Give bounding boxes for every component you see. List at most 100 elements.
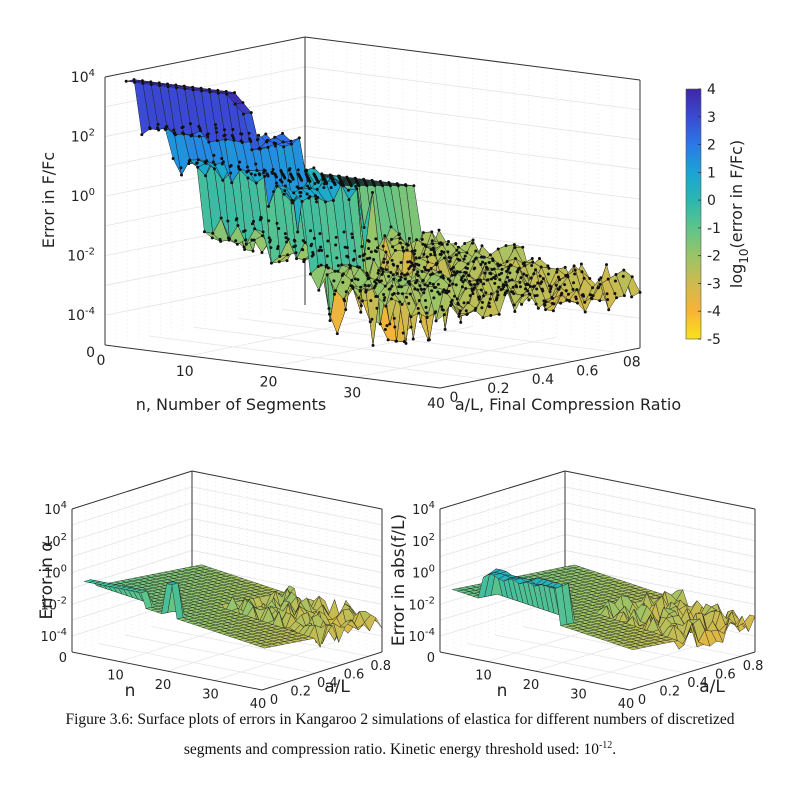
data-point xyxy=(370,191,374,195)
data-point xyxy=(362,225,366,229)
data-point xyxy=(548,290,552,294)
data-point xyxy=(334,235,338,239)
data-point xyxy=(607,308,611,312)
data-point xyxy=(212,167,216,171)
data-point xyxy=(233,91,237,95)
data-point xyxy=(504,283,508,287)
data-point xyxy=(281,131,285,135)
data-point xyxy=(559,301,563,305)
data-point xyxy=(428,281,432,285)
data-point xyxy=(427,338,431,342)
data-point xyxy=(235,217,239,221)
y-axis-title: a/L xyxy=(699,677,725,697)
data-point xyxy=(369,250,373,254)
data-point xyxy=(458,258,462,262)
top-right-edge xyxy=(564,470,756,510)
data-point xyxy=(415,272,419,276)
data-point xyxy=(393,248,397,252)
x-tick-label: 40 xyxy=(618,697,635,712)
data-point xyxy=(518,285,522,289)
data-point xyxy=(291,177,295,181)
data-point xyxy=(380,273,384,277)
data-point xyxy=(415,238,419,242)
data-point xyxy=(320,174,324,178)
data-point xyxy=(174,86,178,90)
y-tick-label: 0 xyxy=(450,390,459,406)
data-point xyxy=(505,259,509,263)
data-point xyxy=(388,322,392,326)
data-point xyxy=(544,300,548,304)
data-point xyxy=(312,236,316,240)
data-point xyxy=(301,248,305,252)
data-point xyxy=(244,238,248,242)
data-point xyxy=(436,290,440,294)
data-point xyxy=(450,273,454,277)
data-point xyxy=(259,216,263,220)
data-point xyxy=(465,266,469,270)
data-point xyxy=(543,303,547,307)
data-point xyxy=(505,269,509,273)
data-point xyxy=(422,265,426,269)
data-point xyxy=(487,301,491,305)
data-point xyxy=(276,244,280,248)
data-point xyxy=(440,242,444,246)
data-point xyxy=(214,126,218,130)
data-point xyxy=(583,300,587,304)
data-point xyxy=(506,267,510,271)
data-point xyxy=(536,306,540,310)
data-point xyxy=(252,238,256,242)
data-point xyxy=(375,278,379,282)
data-point xyxy=(426,260,430,264)
data-point xyxy=(606,298,610,302)
data-point xyxy=(531,260,535,264)
data-point xyxy=(307,187,311,191)
data-point xyxy=(373,184,377,188)
data-point xyxy=(359,285,363,289)
data-point xyxy=(386,260,390,264)
data-point xyxy=(374,237,378,241)
floor-gridline xyxy=(495,634,686,674)
data-point xyxy=(292,191,296,195)
data-point xyxy=(579,262,583,266)
data-point xyxy=(334,289,338,293)
data-point xyxy=(417,256,421,260)
data-point xyxy=(364,288,368,292)
data-point xyxy=(489,277,493,281)
z-tick-label: 10-2 xyxy=(67,247,95,265)
data-point xyxy=(434,285,438,289)
data-point xyxy=(526,283,530,287)
data-point xyxy=(515,285,519,289)
data-point xyxy=(483,262,487,266)
data-point xyxy=(449,256,453,260)
x-tick-label: 30 xyxy=(570,688,587,703)
data-point xyxy=(198,129,202,133)
colorbar-tick-label: 4 xyxy=(707,82,716,98)
data-point xyxy=(182,132,186,136)
surface-face xyxy=(258,644,272,649)
data-point xyxy=(254,162,258,166)
y-axis-line xyxy=(261,651,383,691)
data-point xyxy=(355,187,359,191)
data-point xyxy=(404,184,408,188)
y-tick-label: 0.6 xyxy=(576,363,598,379)
data-point xyxy=(429,252,433,256)
data-point xyxy=(614,273,618,277)
data-point xyxy=(332,292,336,296)
data-point xyxy=(440,305,444,309)
data-point xyxy=(367,239,371,243)
data-point xyxy=(395,272,399,276)
data-point xyxy=(236,165,240,169)
data-point xyxy=(420,288,424,292)
data-point xyxy=(457,245,461,249)
data-point xyxy=(432,250,436,254)
data-point xyxy=(263,174,267,178)
data-point xyxy=(207,140,211,144)
data-point xyxy=(232,138,236,142)
y-tick-label: 0.4 xyxy=(532,372,554,388)
data-point xyxy=(282,192,286,196)
data-point xyxy=(558,278,562,282)
surface-face xyxy=(626,646,641,650)
data-point xyxy=(504,280,508,284)
data-point xyxy=(288,179,292,183)
